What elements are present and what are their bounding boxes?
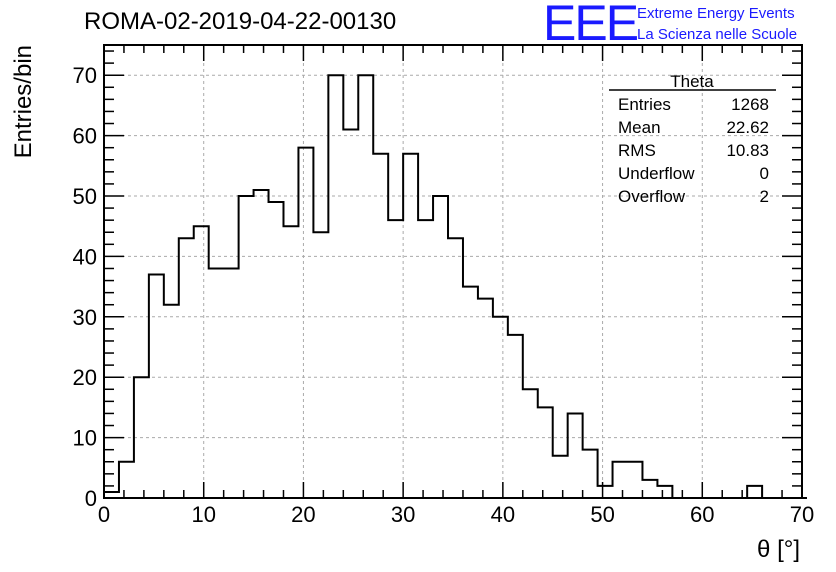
stats-value: 2 xyxy=(760,187,769,206)
plot-frame xyxy=(103,44,803,499)
stats-label: RMS xyxy=(618,141,656,160)
y-tick-label: 70 xyxy=(73,63,97,88)
x-tick-label: 50 xyxy=(590,502,614,527)
x-tick-label: 0 xyxy=(98,502,110,527)
stats-value: 0 xyxy=(760,164,769,183)
y-tick-label: 40 xyxy=(73,244,97,269)
x-tick-label: 60 xyxy=(690,502,714,527)
stats-value: 22.62 xyxy=(726,118,769,137)
x-tick-label: 70 xyxy=(790,502,814,527)
org-line-1: Extreme Energy Events xyxy=(637,5,795,22)
stats-label: Underflow xyxy=(618,164,695,183)
y-tick-label: 60 xyxy=(73,124,97,149)
x-axis-label: θ [°] xyxy=(757,536,800,563)
stats-label: Mean xyxy=(618,118,661,137)
stats-label: Entries xyxy=(618,95,671,114)
y-tick-label: 10 xyxy=(73,426,97,451)
org-line-2: La Scienza nelle Scuole xyxy=(637,26,798,43)
axis-ticks xyxy=(103,45,803,499)
stats-label: Overflow xyxy=(618,187,686,206)
y-tick-label: 30 xyxy=(73,305,97,330)
stats-value: 10.83 xyxy=(726,141,769,160)
y-axis-label: Entries/bin xyxy=(10,45,37,158)
x-tick-label: 40 xyxy=(491,502,515,527)
x-tick-label: 20 xyxy=(291,502,315,527)
y-tick-label: 0 xyxy=(85,486,97,511)
stats-title: Theta xyxy=(670,72,714,91)
stats-value: 1268 xyxy=(731,95,769,114)
x-tick-label: 30 xyxy=(391,502,415,527)
histogram-line xyxy=(103,74,807,499)
y-tick-label: 20 xyxy=(73,365,97,390)
stats-box: Theta Entries 1268 Mean 22.62 RMS 10.83 Underf… xyxy=(609,72,776,206)
eee-logo: EEE xyxy=(543,0,639,51)
y-tick-label: 50 xyxy=(73,184,97,209)
org-name: Extreme Energy Events La Scienza nelle S… xyxy=(637,3,797,45)
grid-lines xyxy=(104,45,802,498)
x-tick-label: 10 xyxy=(191,502,215,527)
run-title: ROMA-02-2019-04-22-00130 xyxy=(84,8,397,35)
